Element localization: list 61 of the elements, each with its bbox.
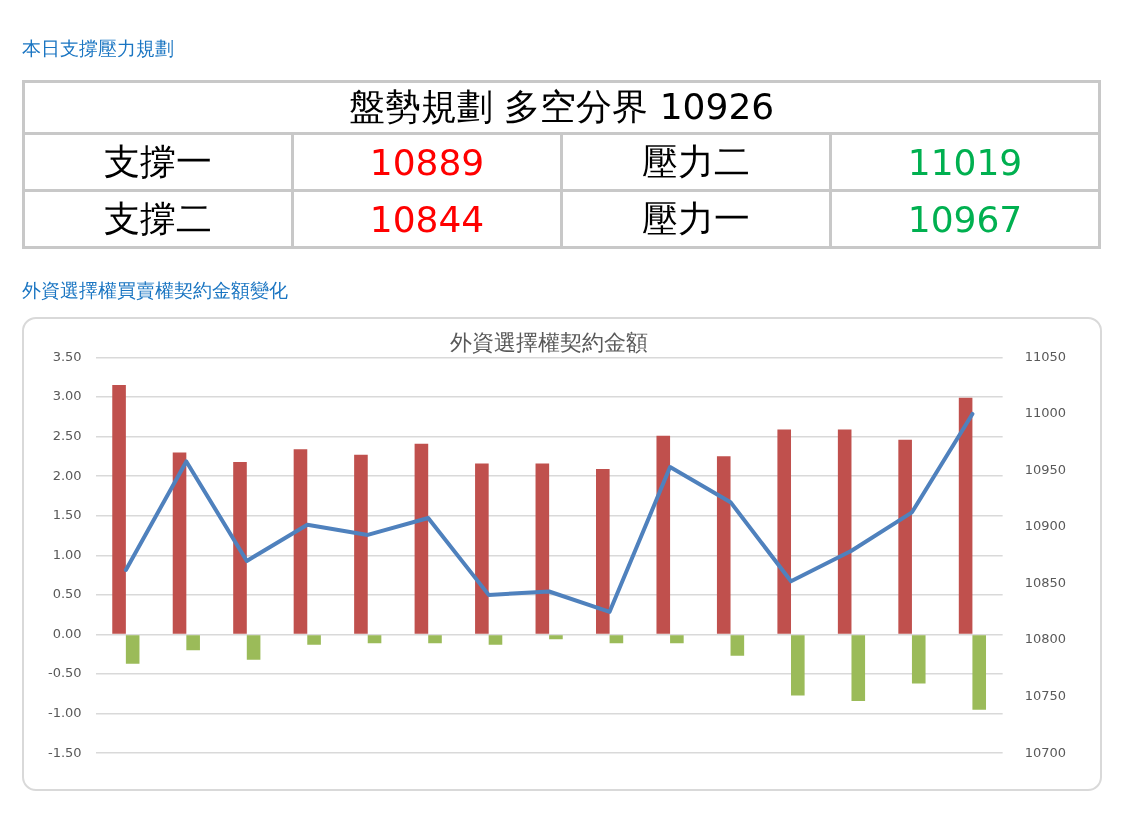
y2-tick-label: 10750 bbox=[1024, 688, 1066, 704]
bar bbox=[716, 456, 731, 634]
bar bbox=[186, 635, 200, 651]
bar bbox=[777, 429, 792, 634]
bar bbox=[837, 429, 852, 634]
bar bbox=[233, 461, 247, 634]
data-label: 10844 bbox=[292, 190, 562, 248]
chart-title: 外資選擇權契約金額 bbox=[450, 329, 649, 355]
bar bbox=[791, 635, 805, 696]
y-tick-label: 1.50 bbox=[52, 507, 82, 523]
category-label: 支撐一 bbox=[23, 133, 293, 191]
y2-tick-label: 10950 bbox=[1024, 461, 1066, 477]
y2-tick-label: 10900 bbox=[1024, 518, 1066, 534]
bar bbox=[911, 635, 926, 684]
data-label: 11019 bbox=[830, 133, 1100, 191]
y-tick-label: -1.00 bbox=[48, 704, 82, 720]
bar bbox=[656, 435, 671, 634]
y-tick-label: 3.50 bbox=[52, 348, 82, 364]
y-tick-label: 0.50 bbox=[52, 586, 82, 602]
bar bbox=[670, 635, 684, 644]
y2-tick-label: 11050 bbox=[1024, 348, 1066, 364]
bar bbox=[549, 635, 563, 640]
bar bbox=[958, 397, 973, 634]
category-label: 支撐二 bbox=[23, 190, 293, 248]
y-tick-label: 0.00 bbox=[52, 625, 82, 641]
y-tick-label: 2.50 bbox=[52, 427, 82, 443]
bar bbox=[125, 635, 140, 664]
bar bbox=[972, 635, 987, 710]
bar bbox=[475, 463, 489, 634]
bar bbox=[414, 443, 429, 634]
y-tick-label: -0.50 bbox=[48, 665, 82, 681]
text: 本日支撐壓力規劃 bbox=[22, 36, 174, 61]
y-tick-label: 2.00 bbox=[52, 467, 82, 483]
bar bbox=[246, 635, 261, 660]
bar bbox=[851, 635, 866, 701]
y2-tick-label: 10700 bbox=[1024, 744, 1066, 760]
y-tick-label: -1.50 bbox=[48, 744, 82, 760]
bar bbox=[307, 635, 321, 645]
bar bbox=[112, 385, 126, 634]
y-tick-label: 1.00 bbox=[52, 546, 82, 562]
bar bbox=[172, 452, 187, 634]
bar bbox=[596, 469, 610, 634]
y2-tick-label: 11000 bbox=[1024, 405, 1066, 421]
bar bbox=[609, 635, 624, 644]
y-tick-label: 3.00 bbox=[52, 388, 82, 404]
bar bbox=[730, 635, 745, 656]
bar bbox=[428, 635, 442, 644]
bar bbox=[293, 449, 308, 634]
data-label: 10967 bbox=[830, 190, 1100, 248]
bar bbox=[898, 439, 912, 634]
data-label: 10889 bbox=[292, 133, 562, 191]
bar bbox=[367, 635, 382, 644]
y2-tick-label: 10800 bbox=[1024, 631, 1066, 647]
y2-tick-label: 10850 bbox=[1024, 574, 1066, 590]
bar bbox=[354, 454, 368, 634]
bar bbox=[488, 635, 503, 645]
bar bbox=[535, 463, 550, 634]
category-label: 壓力一 bbox=[561, 190, 831, 248]
category-label: 壓力二 bbox=[561, 133, 831, 191]
text: 盤勢規劃 多空分界 10926 bbox=[23, 81, 1100, 134]
chart-subtitle: 外資選擇權買賣權契約金額變化 bbox=[22, 278, 288, 303]
